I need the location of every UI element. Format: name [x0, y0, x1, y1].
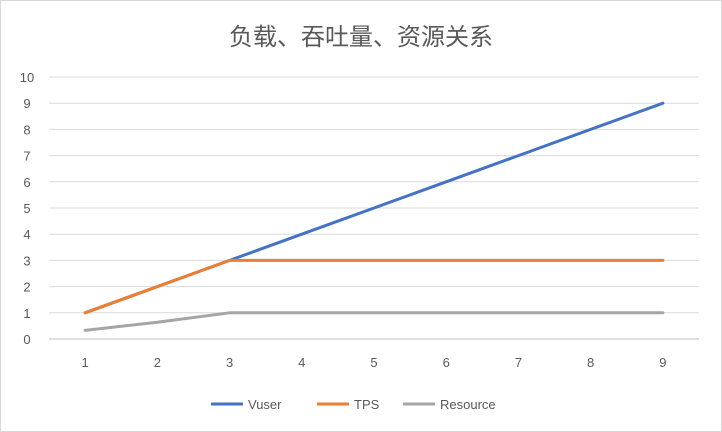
y-tick-label: 10 — [20, 70, 34, 85]
x-tick-label: 1 — [81, 355, 88, 370]
legend-label-resource: Resource — [440, 397, 496, 412]
chart-title: 负载、吞吐量、资源关系 — [229, 23, 493, 51]
y-tick-label: 8 — [23, 122, 30, 137]
x-tick-label: 3 — [226, 355, 233, 370]
y-tick-label: 2 — [23, 280, 30, 295]
series-line-tps — [83, 258, 665, 315]
x-tick-label: 2 — [154, 355, 161, 370]
x-tick-label: 9 — [659, 355, 666, 370]
legend-label-tps: TPS — [354, 397, 380, 412]
y-tick-label: 3 — [23, 253, 30, 268]
x-tick-label: 8 — [587, 355, 594, 370]
y-tick-label: 1 — [23, 306, 30, 321]
y-tick-label: 7 — [23, 149, 30, 164]
x-tick-label: 5 — [370, 355, 377, 370]
y-tick-label: 0 — [23, 332, 30, 347]
x-tick-label: 4 — [298, 355, 305, 370]
y-tick-label: 4 — [23, 227, 30, 242]
y-tick-label: 6 — [23, 175, 30, 190]
legend: Vuser TPS Resource — [211, 397, 496, 412]
legend-label-vuser: Vuser — [248, 397, 282, 412]
y-tick-label: 5 — [23, 201, 30, 216]
x-tick-label: 7 — [515, 355, 522, 370]
series-line-resource — [83, 311, 665, 332]
y-axis-ticks: 0 1 2 3 4 5 6 7 8 9 10 — [20, 70, 34, 347]
series-lines — [83, 101, 665, 332]
x-tick-label: 6 — [443, 355, 450, 370]
x-axis-ticks: 1 2 3 4 5 6 7 8 9 — [81, 355, 666, 370]
y-tick-label: 9 — [23, 96, 30, 111]
